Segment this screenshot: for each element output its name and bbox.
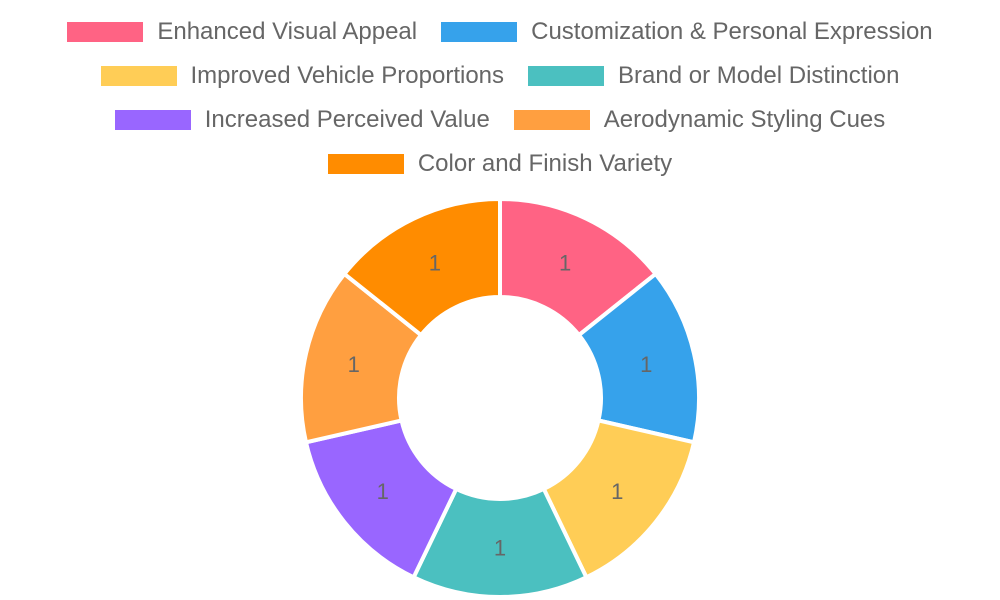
slice-value-label-customization-personal-expression: 1 [640, 352, 652, 377]
legend-label: Increased Perceived Value [204, 106, 490, 133]
legend-row-1: Enhanced Visual Appeal Customization & P… [0, 17, 1000, 47]
slice-value-label-increased-perceived-value: 1 [377, 479, 389, 504]
slice-color-and-finish-variety[interactable] [342, 197, 502, 338]
legend-swatch [114, 110, 191, 130]
legend-label: Color and Finish Variety [417, 150, 673, 177]
legend-row-2: Improved Vehicle Proportions Brand or Mo… [0, 61, 1000, 91]
legend-swatch [100, 66, 177, 86]
slice-brand-or-model-distinction[interactable] [411, 486, 589, 599]
legend-swatch [67, 22, 144, 42]
legend-row-4: Color and Finish Variety [0, 149, 1000, 179]
slice-aerodynamic-styling-cues[interactable] [299, 271, 424, 445]
legend-swatch [327, 154, 404, 174]
legend-label: Enhanced Visual Appeal [157, 18, 418, 45]
legend-item-increased-perceived-value[interactable]: Increased Perceived Value [114, 106, 490, 134]
legend-label: Improved Vehicle Proportions [190, 62, 505, 89]
slice-value-label-enhanced-visual-appeal: 1 [559, 250, 571, 275]
slice-value-label-improved-vehicle-proportions: 1 [611, 479, 623, 504]
legend-item-aerodynamic-styling-cues[interactable]: Aerodynamic Styling Cues [513, 106, 886, 134]
slice-improved-vehicle-proportions[interactable] [541, 418, 697, 580]
slice-customization-personal-expression[interactable] [576, 271, 701, 445]
legend-swatch [528, 66, 605, 86]
slice-value-label-aerodynamic-styling-cues: 1 [348, 352, 360, 377]
legend-item-improved-vehicle-proportions[interactable]: Improved Vehicle Proportions [100, 62, 505, 90]
legend-label: Brand or Model Distinction [618, 62, 900, 89]
slice-enhanced-visual-appeal[interactable] [498, 197, 658, 338]
legend-swatch [441, 22, 518, 42]
legend-item-color-and-finish-variety[interactable]: Color and Finish Variety [327, 150, 673, 178]
legend-swatch [513, 110, 590, 130]
slice-increased-perceived-value[interactable] [303, 418, 459, 580]
legend-item-enhanced-visual-appeal[interactable]: Enhanced Visual Appeal [67, 18, 417, 46]
slice-value-label-brand-or-model-distinction: 1 [494, 536, 506, 561]
slice-value-label-color-and-finish-variety: 1 [429, 250, 441, 275]
legend-item-brand-or-model-distinction[interactable]: Brand or Model Distinction [528, 62, 899, 90]
legend-label: Aerodynamic Styling Cues [603, 106, 886, 133]
legend-row-3: Increased Perceived Value Aerodynamic St… [0, 105, 1000, 135]
legend-item-customization-personal-expression[interactable]: Customization & Personal Expression [441, 18, 933, 46]
legend-label: Customization & Personal Expression [531, 18, 933, 45]
